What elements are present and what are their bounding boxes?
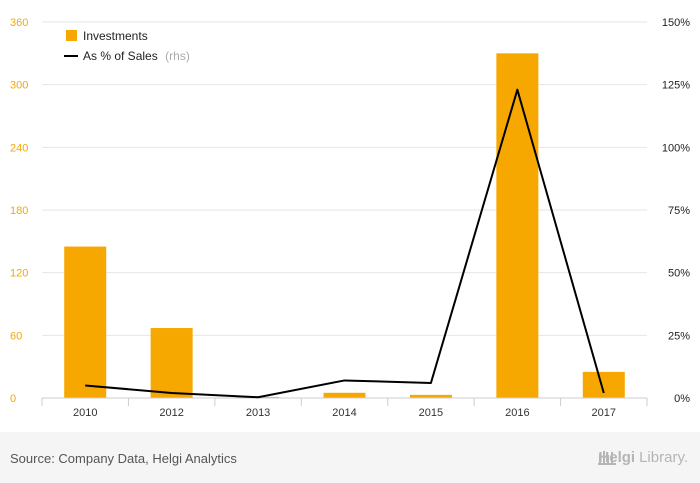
x-tick-label-2013: 2013 bbox=[246, 407, 270, 419]
legend: Investments As % of Sales (rhs) bbox=[64, 29, 190, 64]
bar-investments-2014 bbox=[323, 392, 366, 398]
y-right-tick-label: 25% bbox=[668, 330, 690, 342]
x-tick-label-2014: 2014 bbox=[332, 407, 356, 419]
y-left-tick-label: 360 bbox=[10, 17, 28, 29]
y-right-tick-label: 0% bbox=[674, 393, 690, 405]
bars bbox=[64, 53, 625, 398]
x-tick-label-2015: 2015 bbox=[419, 407, 443, 419]
y-right-tick-label: 100% bbox=[662, 142, 690, 154]
line-series bbox=[85, 88, 605, 399]
footer: Source: Company Data, Helgi Analytics He… bbox=[0, 432, 700, 483]
y-left-tick-label: 180 bbox=[10, 205, 28, 217]
y-left-tick-label: 240 bbox=[10, 142, 28, 154]
bar-investments-2016 bbox=[496, 53, 539, 398]
legend-swatch-investments bbox=[66, 30, 77, 41]
y-left-tick-label: 300 bbox=[10, 80, 28, 92]
y-left-tick-label: 60 bbox=[10, 330, 22, 342]
bar-investments-2015 bbox=[409, 394, 452, 398]
helgi-library-logo: Helgi Library. bbox=[598, 449, 688, 466]
y-right-tick-label: 50% bbox=[668, 268, 690, 280]
legend-label-investments: Investments bbox=[83, 29, 148, 43]
y-right-tick-label: 150% bbox=[662, 17, 690, 29]
y-right-tick-label: 125% bbox=[662, 80, 690, 92]
line-as-pct-of-sales bbox=[85, 88, 605, 399]
gridlines bbox=[42, 21, 647, 336]
axes bbox=[41, 397, 648, 406]
x-tick-label-2010: 2010 bbox=[73, 407, 97, 419]
y-left-tick-label: 0 bbox=[10, 393, 16, 405]
y-left-tick-label: 120 bbox=[10, 268, 28, 280]
brand-library: Library. bbox=[639, 449, 688, 466]
chart: 0 0% 60 25% 120 50% 180 75% 240 100% 300 125% 360 150… bbox=[10, 17, 690, 419]
bar-investments-2010 bbox=[64, 246, 107, 398]
library-icon bbox=[598, 451, 617, 465]
x-tick-label-2016: 2016 bbox=[505, 407, 529, 419]
legend-label-sales-rhs: (rhs) bbox=[165, 49, 190, 63]
legend-label-sales-main: As % of Sales bbox=[83, 49, 158, 63]
y-right-tick-label: 75% bbox=[668, 205, 690, 217]
source-text: Source: Company Data, Helgi Analytics bbox=[10, 451, 237, 466]
legend-label-sales: As % of Sales (rhs) bbox=[83, 47, 190, 64]
x-tick-label-2012: 2012 bbox=[159, 407, 183, 419]
bar-investments-2012 bbox=[150, 328, 193, 398]
x-tick-label-2017: 2017 bbox=[592, 407, 616, 419]
bar-investments-2017 bbox=[582, 371, 625, 398]
tick-labels: 0 0% 60 25% 120 50% 180 75% 240 100% 300 125% 360 150… bbox=[10, 17, 690, 419]
